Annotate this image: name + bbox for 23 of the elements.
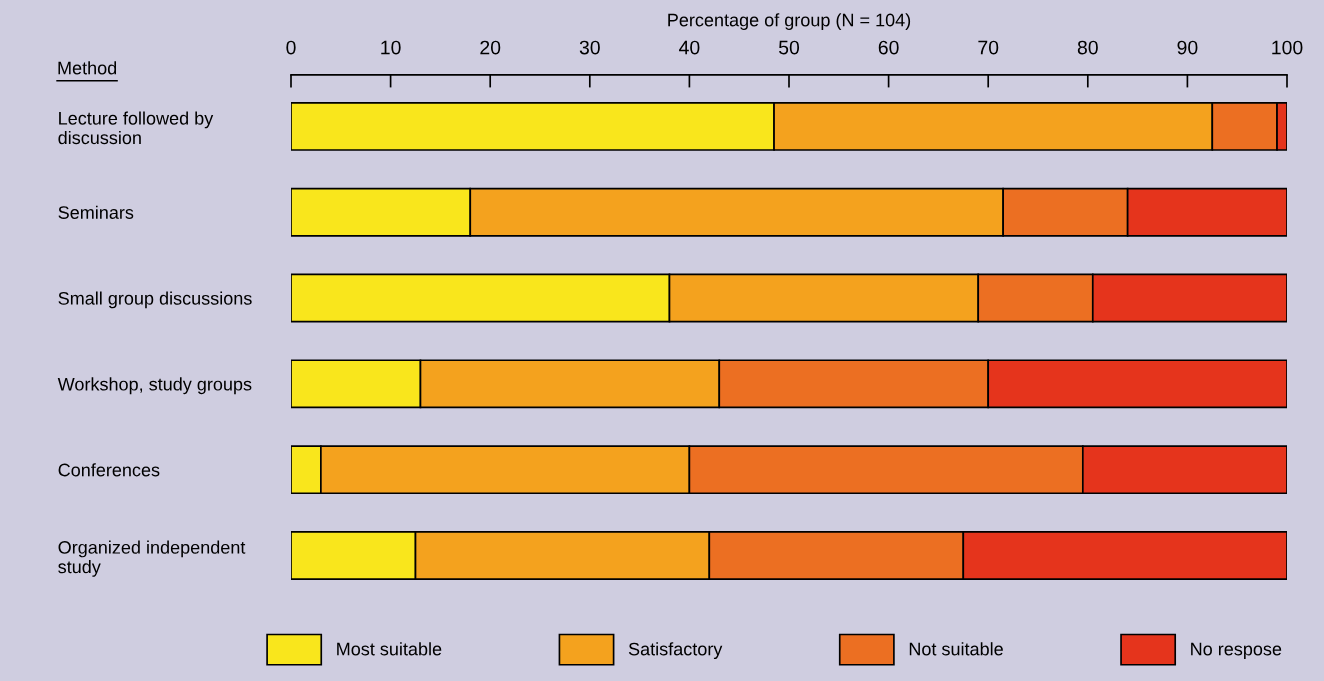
x-tick-label: 10 [381,40,401,55]
x-tick-label: 70 [978,40,999,55]
y-tick-label: Small group discussions [58,291,252,309]
x-tick-label: 60 [878,40,899,55]
y-tick-label: Organized independent study [58,540,246,577]
y-axis-title: Method [58,61,117,75]
legend-label: Not suitable [909,642,1003,656]
legend-label: No respose [1191,642,1282,660]
y-tick-label: Lecture followed by discussion [58,111,214,145]
x-tick-label: 90 [1177,40,1198,55]
x-tick-label: 30 [579,40,600,55]
x-tick-label: 20 [480,40,501,55]
x-tick-label: 50 [778,40,800,55]
y-tick-label: Conferences [58,463,160,477]
x-axis-title: Percentage of group (N = 104) [668,13,911,30]
x-tick-label: 40 [679,40,700,55]
x-tick-label: 80 [1077,40,1098,55]
y-tick-label: Seminars [58,205,134,219]
x-tick-label: 100 [1272,40,1303,55]
y-tick-label: Workshop, study groups [57,377,252,395]
x-tick-label: 0 [286,40,296,55]
legend-label: Most suitable [337,642,442,656]
legend-label: Satisfactory [628,642,723,660]
